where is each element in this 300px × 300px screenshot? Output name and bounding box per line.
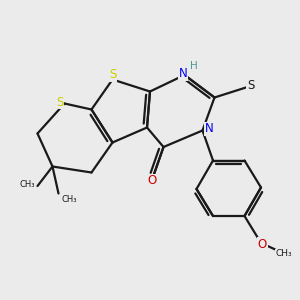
Text: CH₃: CH₃: [275, 249, 292, 258]
Text: S: S: [109, 68, 116, 82]
Text: S: S: [56, 95, 64, 109]
Text: O: O: [147, 174, 156, 187]
Text: N: N: [205, 122, 214, 136]
Text: H: H: [190, 61, 198, 71]
Text: S: S: [247, 79, 254, 92]
Text: N: N: [178, 67, 188, 80]
Text: CH₃: CH₃: [19, 180, 35, 189]
Text: CH₃: CH₃: [61, 195, 77, 204]
Text: O: O: [258, 238, 267, 251]
